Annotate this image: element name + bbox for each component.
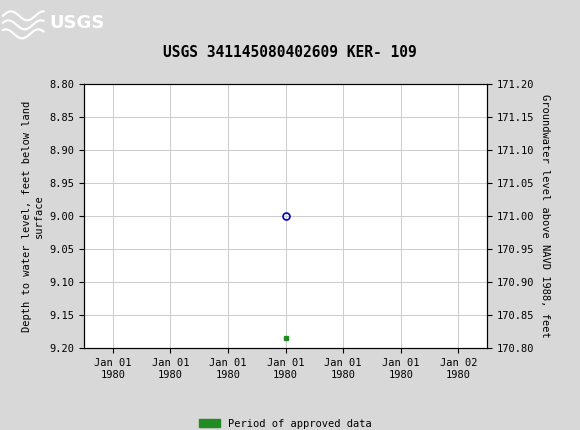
Text: USGS: USGS bbox=[49, 14, 104, 31]
Y-axis label: Depth to water level, feet below land
surface: Depth to water level, feet below land su… bbox=[22, 101, 44, 332]
Legend: Period of approved data: Period of approved data bbox=[195, 415, 376, 430]
Text: USGS 341145080402609 KER- 109: USGS 341145080402609 KER- 109 bbox=[163, 45, 417, 60]
Y-axis label: Groundwater level above NAVD 1988, feet: Groundwater level above NAVD 1988, feet bbox=[540, 94, 550, 338]
